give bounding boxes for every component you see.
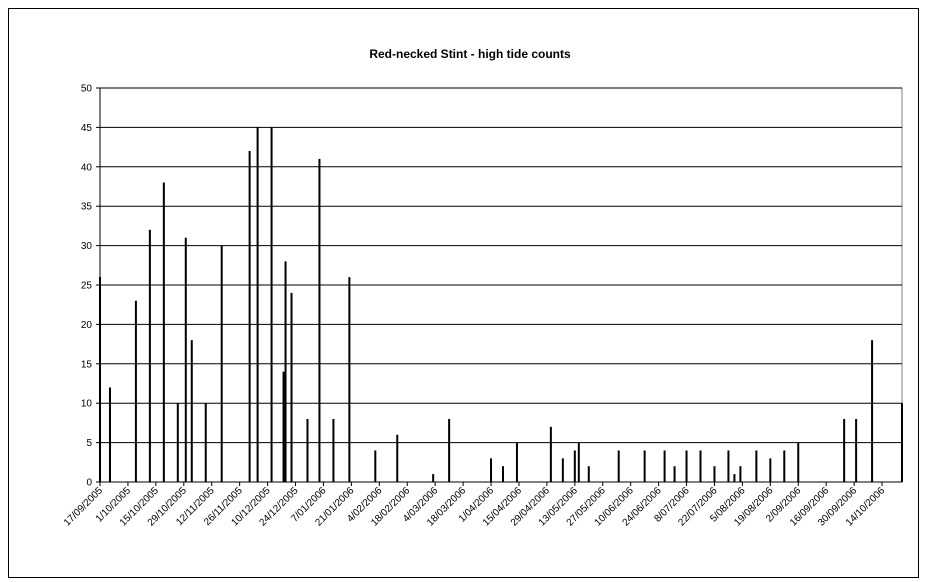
bar	[332, 418, 335, 482]
bar	[617, 450, 620, 482]
bar	[290, 292, 293, 482]
bar	[549, 426, 552, 482]
bar	[99, 277, 101, 482]
bar	[270, 127, 273, 483]
bar	[256, 127, 259, 483]
bar	[643, 450, 646, 482]
y-tick-label: 40	[81, 162, 93, 173]
y-tick-label: 20	[81, 320, 93, 331]
bar	[374, 450, 377, 482]
y-tick-label: 45	[81, 123, 93, 134]
chart-title: Red-necked Stint - high tide counts	[369, 47, 571, 61]
bar	[561, 458, 564, 482]
bar	[713, 466, 716, 482]
y-tick-label: 25	[81, 281, 93, 292]
bar	[162, 182, 165, 482]
bar	[685, 450, 688, 482]
bar	[284, 261, 287, 482]
bar	[108, 387, 111, 482]
bar	[783, 450, 786, 482]
bar	[855, 418, 858, 482]
bar	[190, 340, 193, 482]
bar	[318, 158, 321, 483]
bar	[501, 466, 504, 482]
bar	[490, 458, 493, 482]
y-tick-label: 15	[81, 359, 93, 370]
bar	[432, 474, 435, 482]
bar	[348, 277, 351, 482]
bar	[396, 434, 399, 482]
bar	[755, 450, 758, 482]
bar	[248, 151, 251, 483]
bar	[573, 450, 576, 482]
bar	[733, 474, 736, 482]
bar	[699, 450, 702, 482]
bar	[184, 237, 187, 482]
bar	[515, 442, 518, 482]
y-tick-label: 10	[81, 399, 93, 410]
bar	[577, 442, 580, 482]
bar	[901, 403, 903, 482]
bar	[282, 371, 285, 482]
bar	[134, 300, 137, 482]
bar	[871, 340, 874, 482]
bar	[673, 466, 676, 482]
bar	[727, 450, 730, 482]
bar	[843, 418, 846, 482]
y-tick-label: 50	[81, 84, 93, 95]
bar	[220, 245, 223, 482]
y-tick-label: 0	[86, 478, 92, 489]
bar	[306, 418, 309, 482]
bar	[663, 450, 666, 482]
y-tick-label: 5	[86, 438, 92, 449]
y-tick-label: 30	[81, 241, 93, 252]
bar	[769, 458, 772, 482]
bar	[448, 418, 451, 482]
bar	[176, 403, 179, 482]
bar	[587, 466, 590, 482]
bar	[797, 442, 800, 482]
y-tick-label: 35	[81, 202, 93, 213]
bar	[148, 229, 151, 482]
bar	[739, 466, 742, 482]
bar	[204, 403, 207, 482]
